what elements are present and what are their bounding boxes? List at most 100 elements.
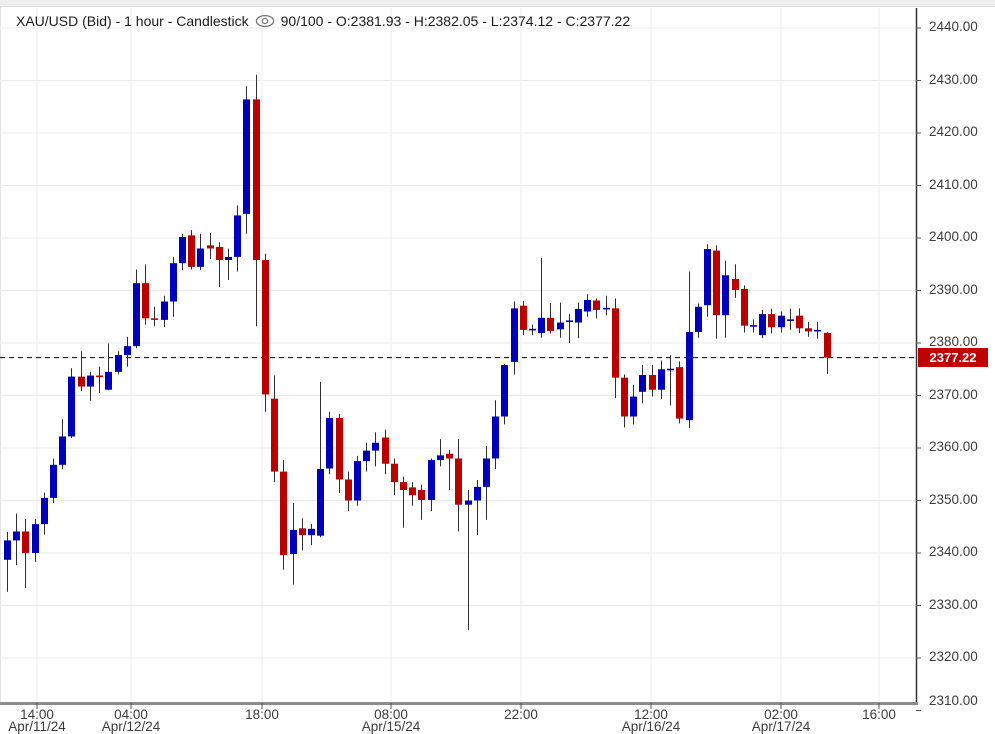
candle-up[interactable] xyxy=(722,275,729,316)
candle-down[interactable] xyxy=(382,437,389,464)
x-axis-date-label: Apr/12/24 xyxy=(101,719,161,734)
candle-down[interactable] xyxy=(649,375,656,390)
candle-down[interactable] xyxy=(207,245,214,249)
candle-up[interactable] xyxy=(234,215,241,257)
candle-up[interactable] xyxy=(354,461,361,501)
candle-up[interactable] xyxy=(4,540,11,560)
candle-down[interactable] xyxy=(400,482,407,490)
candle-down[interactable] xyxy=(188,235,195,267)
candle-up[interactable] xyxy=(115,355,122,372)
candle-down[interactable] xyxy=(796,315,803,329)
candle-up[interactable] xyxy=(501,365,508,417)
candle-up[interactable] xyxy=(133,283,140,347)
candle-down[interactable] xyxy=(299,528,306,536)
candle-down[interactable] xyxy=(418,490,425,500)
candle-up[interactable] xyxy=(814,329,821,332)
candle-down[interactable] xyxy=(142,283,149,319)
candle-up[interactable] xyxy=(197,248,204,267)
candle-down[interactable] xyxy=(280,471,287,556)
last-price-tag: 2377.22 xyxy=(918,348,988,367)
candle-up[interactable] xyxy=(630,396,637,417)
x-axis-date-label: Apr/16/24 xyxy=(621,719,681,734)
candle-down[interactable] xyxy=(262,260,269,395)
candle-down[interactable] xyxy=(336,418,343,480)
candle-down[interactable] xyxy=(612,308,619,378)
candle-up[interactable] xyxy=(511,308,518,362)
candle-up[interactable] xyxy=(575,308,582,323)
candle-down[interactable] xyxy=(151,318,158,320)
candle-down[interactable] xyxy=(741,288,748,326)
candle-up[interactable] xyxy=(492,416,499,459)
candle-up[interactable] xyxy=(363,450,370,462)
candle-up[interactable] xyxy=(59,436,66,465)
candle-down[interactable] xyxy=(22,531,29,553)
candle-up[interactable] xyxy=(750,325,757,327)
candle-down[interactable] xyxy=(345,479,352,501)
candle-up[interactable] xyxy=(326,418,333,469)
candle-up[interactable] xyxy=(474,486,481,501)
candle-up[interactable] xyxy=(372,442,379,451)
candle-down[interactable] xyxy=(621,377,628,417)
candle-up[interactable] xyxy=(105,371,112,390)
candle-up[interactable] xyxy=(483,458,490,487)
candle-up[interactable] xyxy=(124,346,131,356)
candle-down[interactable] xyxy=(96,375,103,378)
candle-up[interactable] xyxy=(778,315,785,328)
plot-left-border xyxy=(0,7,1,703)
visibility-eye-icon xyxy=(255,14,275,28)
candle-down[interactable] xyxy=(455,458,462,505)
candle-up[interactable] xyxy=(41,497,48,525)
x-axis-date-label: Apr/17/24 xyxy=(751,719,811,734)
candle-down[interactable] xyxy=(805,328,812,332)
candle-down[interactable] xyxy=(676,367,683,419)
candle-down[interactable] xyxy=(768,314,775,328)
candle-up[interactable] xyxy=(50,464,57,498)
candle-up[interactable] xyxy=(759,314,766,336)
candle-up[interactable] xyxy=(32,524,39,553)
candle-up[interactable] xyxy=(538,317,545,334)
candle-up[interactable] xyxy=(529,328,536,331)
candle-down[interactable] xyxy=(520,305,527,330)
x-axis-date-label: Apr/11/24 xyxy=(8,719,66,734)
candle-down[interactable] xyxy=(713,250,720,316)
candle-down[interactable] xyxy=(271,398,278,472)
candle-down[interactable] xyxy=(391,463,398,483)
candle-down[interactable] xyxy=(409,487,416,496)
candle-down[interactable] xyxy=(446,453,453,459)
candle-down[interactable] xyxy=(547,317,554,331)
candle-up[interactable] xyxy=(704,249,711,306)
candle-down[interactable] xyxy=(593,300,600,310)
candle-up[interactable] xyxy=(317,469,324,536)
candle-up[interactable] xyxy=(170,263,177,302)
candle-up[interactable] xyxy=(584,299,591,312)
candle-up[interactable] xyxy=(437,455,444,461)
candle-up[interactable] xyxy=(179,236,186,264)
candle-up[interactable] xyxy=(308,528,315,536)
candle-up[interactable] xyxy=(13,531,20,541)
candle-up[interactable] xyxy=(87,375,94,387)
candle-up[interactable] xyxy=(465,500,472,505)
candle-up[interactable] xyxy=(68,376,75,437)
candle-up[interactable] xyxy=(639,375,646,392)
candle-up[interactable] xyxy=(428,460,435,500)
candle-up[interactable] xyxy=(161,301,168,320)
candle-up[interactable] xyxy=(787,319,794,321)
candle-down[interactable] xyxy=(253,99,260,261)
candle-up[interactable] xyxy=(667,368,674,371)
candle-up[interactable] xyxy=(686,331,693,421)
candle-up[interactable] xyxy=(557,322,564,330)
candle-down[interactable] xyxy=(824,332,831,358)
candle-up[interactable] xyxy=(603,307,610,310)
candle-up[interactable] xyxy=(225,256,232,261)
candle-up[interactable] xyxy=(290,529,297,555)
candle-down[interactable] xyxy=(216,246,223,261)
y-axis-label: 2320.00 xyxy=(929,649,978,664)
candle-down[interactable] xyxy=(78,376,85,387)
candle-down[interactable] xyxy=(732,278,739,290)
candle-up[interactable] xyxy=(243,99,250,214)
candle-up[interactable] xyxy=(658,369,665,390)
candle-up[interactable] xyxy=(695,306,702,332)
x-axis-time-label: 22:00 xyxy=(504,707,538,722)
candle-up[interactable] xyxy=(566,320,573,323)
